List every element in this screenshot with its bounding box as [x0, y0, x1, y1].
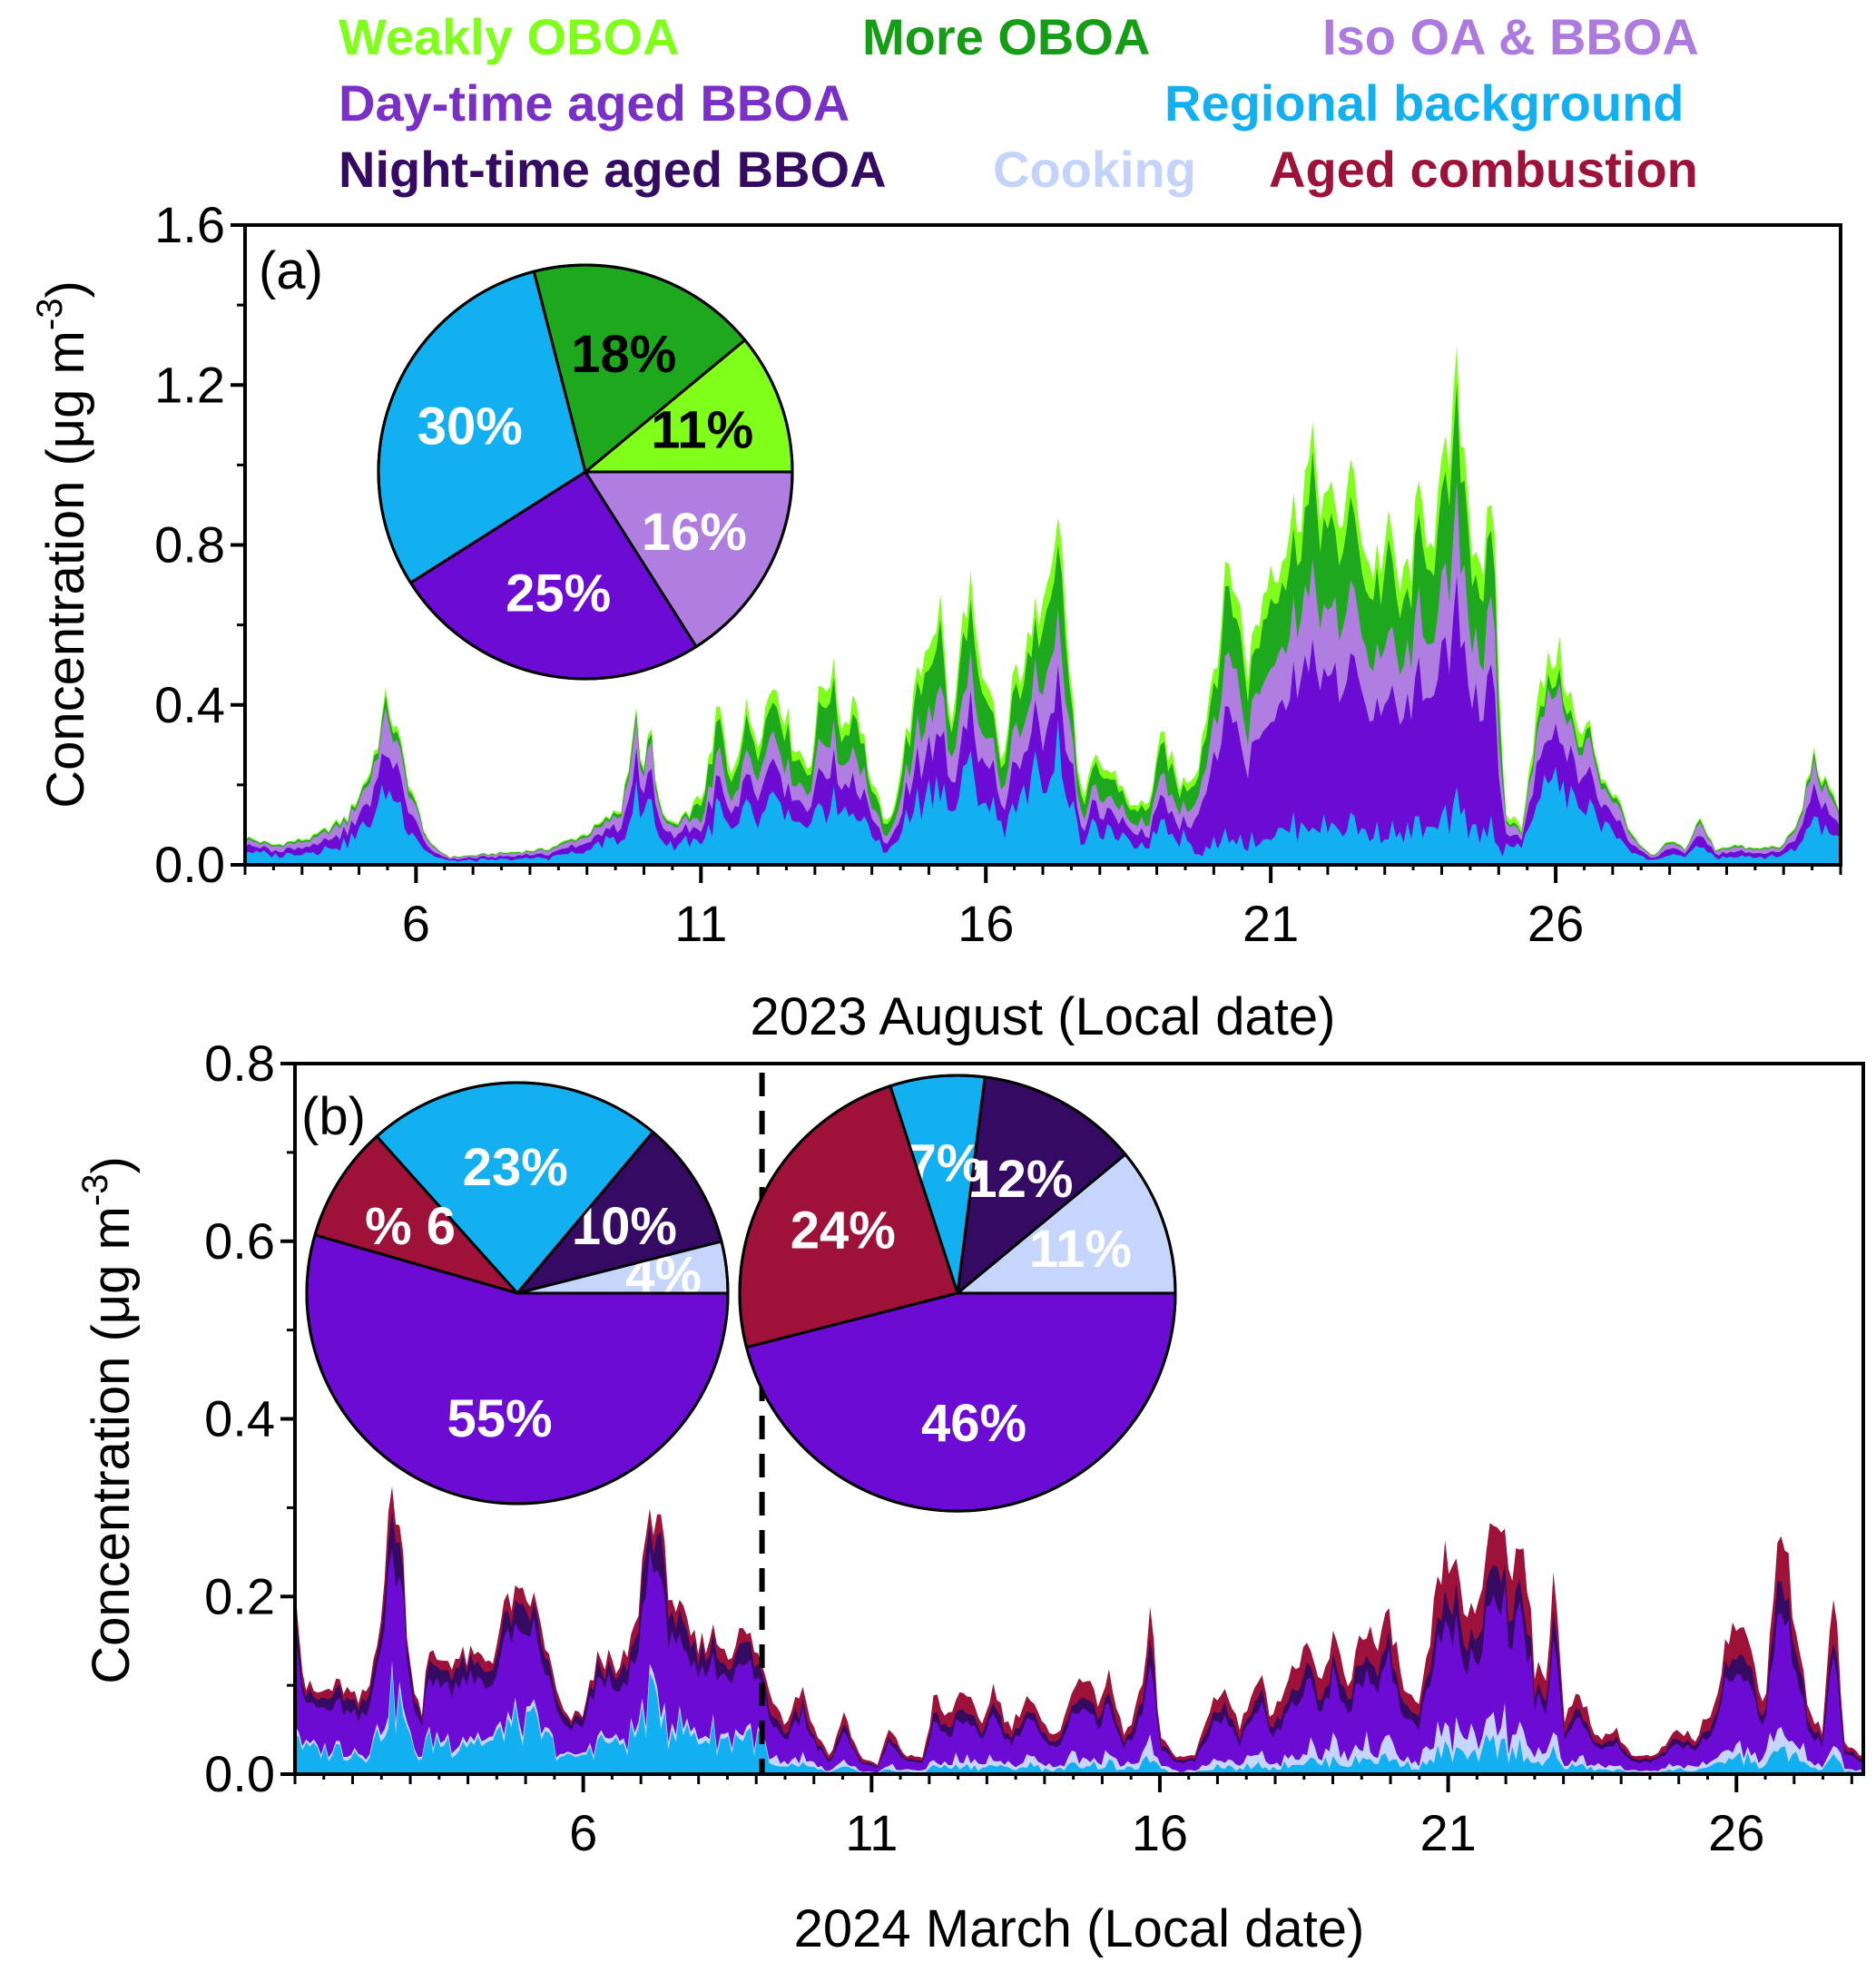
pie-outline — [738, 1074, 1177, 1513]
y-tick-label: 0.8 — [204, 1035, 275, 1092]
x-tick-label: 16 — [1132, 1804, 1188, 1861]
panel-b-label: (b) — [301, 1087, 366, 1146]
pie-chart-2: 11%12%7%24%46% — [738, 1074, 1177, 1513]
pie-label-regional: 30% — [417, 397, 523, 456]
x-tick-label: 26 — [1708, 1804, 1764, 1861]
panel-a-ylabel: Concentration (μg m-3) — [30, 280, 95, 809]
panel-b-ylabel-main: Concentration (μg m — [82, 1206, 141, 1684]
legend-nighttime-aged-bboa: Night-time aged BBOA — [339, 141, 887, 198]
y-tick-label: 0.0 — [204, 1745, 275, 1802]
y-tick-label: 0.4 — [154, 676, 225, 733]
area-series-day — [295, 1548, 1863, 1774]
panel-b-ylabel: Concentration (μg m-3) — [75, 1156, 141, 1684]
panel-a-ylabel-close: ) — [36, 280, 95, 298]
panel-b: 0.00.20.40.60.86 11 16 21 26 (b) 4%10%23%% 6… — [75, 1035, 1865, 1958]
panel-b-ylabel-sup: -3 — [75, 1174, 115, 1207]
panel-a-axes: 0.0 0.4 0.8 1.2 1.6 6 11 16 21 26 — [154, 196, 1842, 952]
y-tick-label: 0.4 — [204, 1390, 275, 1447]
panel-b-xlabel: 2024 March (Local date) — [794, 1899, 1365, 1958]
panel-b-axes: 0.0 0.2 0.4 0.6 0.8 6 11 16 21 26 — [204, 1035, 1853, 1861]
pie-chart-1: 11% 18% 30% 25% 16% — [377, 263, 794, 681]
panel-a-stacked-areas — [245, 346, 1841, 865]
pie-label-night: 12% — [967, 1150, 1073, 1209]
pie-label-aged: 24% — [791, 1202, 896, 1261]
x-tick-label: 21 — [1419, 1804, 1476, 1861]
pie-label-cooking: 11% — [1029, 1220, 1132, 1279]
panel-a-label: (a) — [259, 241, 323, 300]
x-tick-label: 26 — [1527, 895, 1584, 952]
y-tick-label: 0.0 — [154, 836, 225, 893]
area-series-regional — [295, 1669, 1863, 1774]
pie-label-weakly: 11% — [651, 401, 753, 460]
legend-daytime-aged-bboa: Day-time aged BBOA — [339, 74, 850, 132]
panel-b-ylabel-close: ) — [82, 1156, 141, 1173]
area-series-day — [245, 575, 1841, 865]
area-series-regional — [245, 719, 1841, 865]
y-tick-label: 1.6 — [154, 196, 225, 253]
legend-aged-combustion: Aged combustion — [1269, 141, 1698, 198]
pie-label-more: 18% — [571, 325, 676, 384]
panel-a-ylabel-main: Concentration (μg m — [36, 330, 95, 809]
pie-label-regional: 23% — [463, 1138, 568, 1197]
pie-label-day: 46% — [921, 1394, 1026, 1453]
panel-a-xlabel: 2023 August (Local date) — [751, 987, 1336, 1046]
panel-b-pies: 4%10%23%% 655%11%12%7%24%46% — [305, 1074, 1177, 1513]
y-tick-label: 0.2 — [204, 1567, 275, 1624]
x-tick-label: 11 — [845, 1804, 898, 1861]
pie-label-day: 25% — [506, 564, 611, 623]
pie-chart-1: 4%10%23%% 655% — [305, 1081, 730, 1506]
legend-cooking: Cooking — [993, 141, 1196, 198]
legend: Weakly OBOA More OBOA Iso OA & BBOA Day-… — [339, 8, 1699, 198]
legend-more-oboa: More OBOA — [862, 8, 1150, 65]
panel-a-pies: 11% 18% 30% 25% 16% — [377, 263, 794, 681]
x-tick-label: 21 — [1242, 895, 1299, 952]
legend-weakly-oboa: Weakly OBOA — [339, 8, 680, 65]
pie-outline — [377, 263, 794, 681]
x-tick-label: 6 — [402, 895, 430, 952]
panel-a-ylabel-sup: -3 — [30, 299, 70, 331]
legend-iso-oa-bboa: Iso OA & BBOA — [1322, 8, 1699, 65]
pie-label-aged: % 6 — [365, 1197, 456, 1256]
legend-regional-background: Regional background — [1164, 74, 1684, 132]
pie-label-day: 55% — [447, 1389, 553, 1448]
panel-a: 0.0 0.4 0.8 1.2 1.6 6 11 16 21 26 (a) 11% 18% 30% 25… — [30, 196, 1842, 1046]
pie-label-iso: 16% — [642, 503, 747, 562]
y-tick-label: 0.8 — [154, 516, 225, 574]
panel-b-stacked-areas — [295, 1486, 1863, 1774]
pie-outline — [305, 1081, 730, 1506]
y-tick-label: 1.2 — [154, 356, 225, 413]
y-tick-label: 0.6 — [204, 1212, 275, 1270]
x-tick-label: 16 — [958, 895, 1014, 952]
x-tick-label: 6 — [569, 1804, 597, 1861]
x-tick-label: 11 — [674, 895, 727, 952]
